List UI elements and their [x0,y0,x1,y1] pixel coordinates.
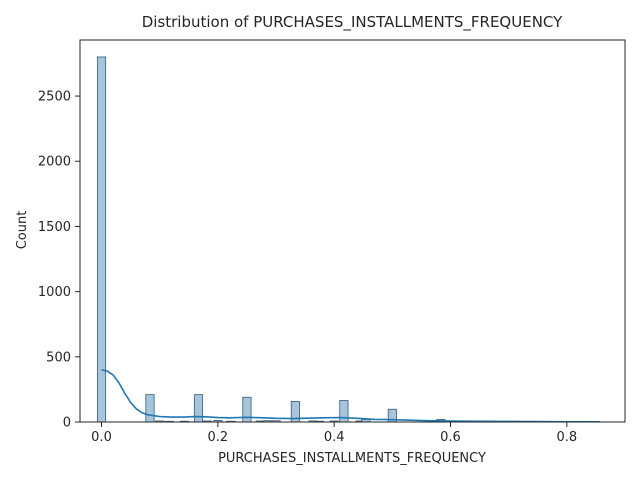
histogram-bar-1 [145,394,155,423]
y-tick-label: 500 [46,350,71,365]
bars-layer [96,56,591,423]
plot-frame [79,39,626,423]
y-axis-label: Count [15,211,30,250]
kde-curve [101,369,600,423]
x-tick-label: 0.4 [324,430,345,445]
y-tick-label: 1000 [38,285,71,300]
x-axis: 0.0 0.2 0.4 0.6 0.8 [91,422,577,445]
x-tick-label: 0.8 [556,430,577,445]
histogram-bar-5 [193,394,204,423]
chart-title: Distribution of PURCHASES_INSTALLMENTS_F… [142,13,563,32]
x-tick-label: 0.2 [208,430,229,445]
x-tick-label: 0.6 [440,430,461,445]
y-tick-label: 2000 [38,155,71,170]
histogram-bar-17 [339,400,349,423]
x-tick-label: 0.0 [91,430,112,445]
y-tick-label: 0 [63,416,71,431]
x-axis-label: PURCHASES_INSTALLMENTS_FREQUENCY [218,451,486,466]
y-axis: 0 500 1000 1500 2000 2500 [38,90,80,431]
histogram-bar-0 [96,56,107,423]
y-tick-label: 1500 [38,220,71,235]
y-tick-label: 2500 [38,90,71,105]
histogram-bar-9 [242,396,252,423]
